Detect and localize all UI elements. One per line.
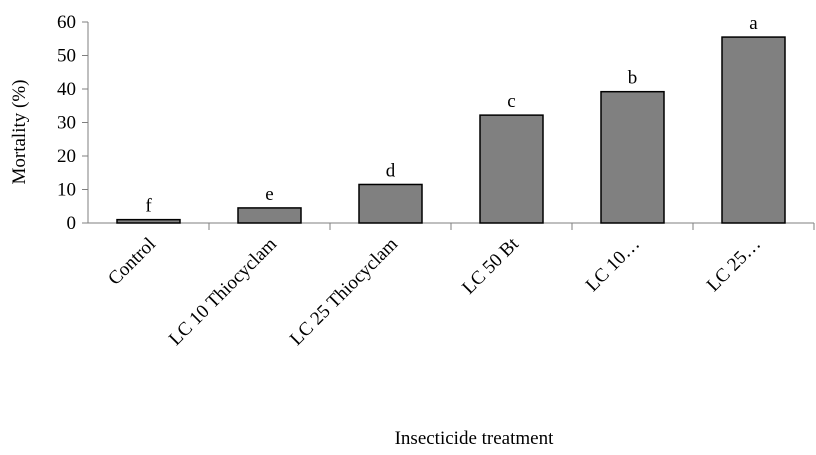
y-tick-label: 60 xyxy=(57,12,76,33)
data-label: a xyxy=(749,13,758,34)
y-tick-label: 30 xyxy=(57,113,76,134)
category-label: LC 10… xyxy=(582,234,644,296)
bar xyxy=(358,183,423,224)
data-label: b xyxy=(628,68,638,89)
y-tick-label: 10 xyxy=(57,180,76,201)
bar xyxy=(479,114,544,224)
data-label: e xyxy=(265,184,273,205)
y-tick-label: 40 xyxy=(57,79,76,100)
y-tick-label: 0 xyxy=(67,213,77,234)
bar xyxy=(116,218,181,224)
plot-area: 0 10 20 30 40 50 60 f Control e LC 10 Thiocyclam d L… xyxy=(57,12,815,350)
bar xyxy=(600,90,665,224)
y-tick-label: 50 xyxy=(57,46,76,67)
bar xyxy=(721,36,786,224)
bar xyxy=(237,207,302,224)
category-label: Control xyxy=(104,234,160,290)
x-axis-title: Insecticide treatment xyxy=(395,428,555,449)
category-label: LC 50 Bt xyxy=(458,233,523,298)
category-label: LC 25… xyxy=(703,234,765,296)
y-axis-title: Mortality (%) xyxy=(9,79,30,184)
y-tick-label: 20 xyxy=(57,146,76,167)
data-label: d xyxy=(386,160,396,181)
data-label: c xyxy=(507,91,515,112)
data-label: f xyxy=(145,196,152,217)
category-label: LC 10 Thiocyclam xyxy=(165,234,281,350)
category-label: LC 25 Thiocyclam xyxy=(286,234,402,350)
